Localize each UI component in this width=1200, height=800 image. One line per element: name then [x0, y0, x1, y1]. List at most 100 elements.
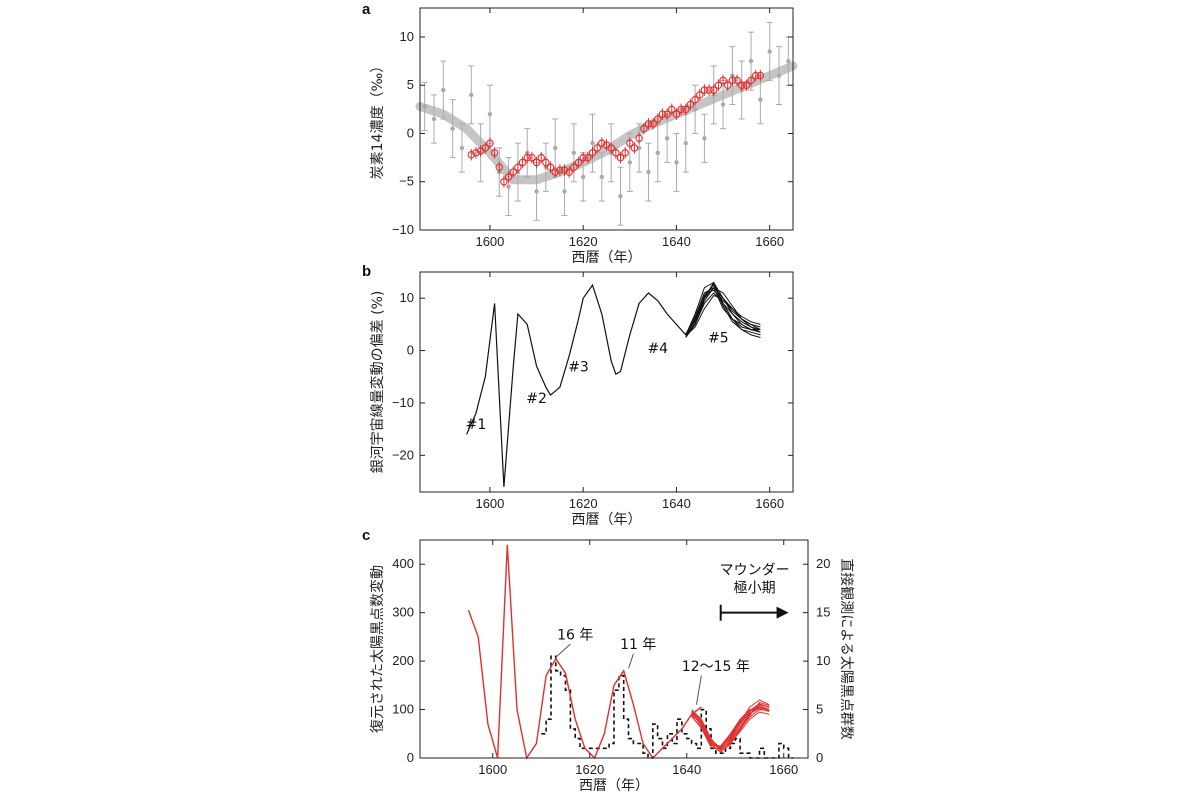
red-point [579, 153, 587, 162]
red-point [560, 166, 569, 174]
red-point [504, 173, 513, 181]
grey-point [469, 92, 474, 98]
ensemble-line [685, 289, 761, 336]
red-point [695, 91, 704, 99]
red-point [733, 76, 741, 85]
red-point [630, 144, 639, 152]
panel-b-lines [466, 281, 761, 487]
red-point [644, 120, 653, 128]
panel-b-annotations: #1 #2 #3 #4 #5 [466, 331, 729, 433]
grey-point [720, 102, 726, 107]
red-point [593, 144, 601, 152]
grey-point [674, 160, 679, 165]
grey-point [618, 194, 623, 199]
panel-c-ytick-label-right: 10 [816, 653, 830, 668]
panel-b-ylabel: 銀河宇宙線量変動の偏差 (%) [369, 291, 386, 474]
red-point [626, 139, 634, 147]
grey-point [786, 58, 791, 64]
red-point [700, 86, 709, 94]
panel-c-lines [467, 544, 794, 760]
red-point [495, 163, 504, 172]
panel-c-xtick-label: 1640 [672, 762, 701, 777]
panel-c-ytick-label: 200 [392, 653, 414, 668]
red-point [682, 105, 690, 114]
red-point [518, 158, 527, 167]
panel-c-xlabel: 西暦（年） [579, 778, 649, 794]
red-point [537, 153, 545, 162]
reconstructed-ensemble-line [691, 708, 770, 749]
grey-point [562, 189, 567, 194]
grey-point [580, 174, 586, 180]
maunder-label-line2: 極小期 [734, 581, 776, 597]
panel-b-y-ticks: −20 −10 0 10 [392, 290, 793, 462]
red-point [500, 177, 508, 186]
red-point [472, 149, 480, 157]
grey-point [422, 104, 427, 109]
panel-a-ytick-label: −5 [399, 174, 414, 189]
red-point [490, 149, 499, 157]
red-point [481, 144, 490, 152]
red-point [737, 81, 746, 89]
grey-point [627, 160, 633, 165]
red-point [570, 163, 578, 172]
reconstructed-ensemble-line [691, 707, 770, 747]
panel-c-ytick-label: 0 [407, 750, 414, 765]
red-point [728, 76, 737, 85]
panel-a-y-ticks: −10 −5 0 5 10 [392, 29, 793, 237]
red-point [686, 100, 695, 109]
grey-point [692, 107, 698, 112]
red-point [714, 81, 723, 89]
panel-a-ylabel: 炭素14濃度（‰） [370, 59, 386, 180]
grey-point [571, 150, 577, 155]
panel-c-frame [419, 539, 809, 759]
panel-c-ytick-label: 100 [392, 702, 414, 717]
grey-point [748, 58, 754, 64]
period-label: 16 年 [557, 627, 593, 643]
panel-c-annotations: 16 年 11 年 12〜15 年 [555, 627, 750, 705]
panel-c-ytick-label-right: 5 [816, 702, 823, 717]
red-point [612, 149, 620, 157]
grey-point [767, 49, 772, 54]
red-point [588, 149, 597, 157]
red-point [546, 163, 555, 172]
panel-b-frame [419, 271, 794, 493]
grey-point [702, 136, 707, 141]
red-point [640, 124, 648, 133]
panel-a-red-points [467, 69, 765, 188]
grey-point [646, 169, 651, 175]
red-point [607, 144, 615, 152]
red-point [551, 168, 559, 176]
ensemble-line [685, 287, 761, 337]
red-point [621, 149, 629, 157]
grey-point [683, 140, 688, 146]
red-point [663, 110, 671, 118]
panel-a-xlabel: 西暦（年） [572, 250, 642, 266]
grey-point [590, 140, 595, 146]
panel-a-frame [419, 7, 794, 231]
panel-c-ytick-label-right: 20 [816, 556, 830, 571]
panel-b-xtick-label: 1600 [475, 496, 504, 511]
red-point [528, 153, 536, 162]
red-point [532, 158, 541, 167]
panel-a-xtick-label: 1620 [569, 234, 598, 249]
red-point [705, 86, 713, 94]
reconstructed-ensemble-line [691, 703, 770, 750]
cycle-label: #3 [568, 360, 589, 376]
cycle-label: #5 [708, 331, 729, 347]
panel-c-ytick-label-right: 0 [816, 750, 823, 765]
panel-a-ytick-label: 5 [407, 77, 414, 92]
panel-a-xtick-label: 1660 [755, 234, 784, 249]
red-point [691, 95, 699, 104]
grey-point [506, 184, 511, 189]
panel-a-xtick-label: 1640 [662, 234, 691, 249]
panel-c-xtick-label: 1620 [575, 762, 604, 777]
red-point [649, 120, 657, 128]
red-point [574, 158, 583, 167]
grey-point [450, 126, 455, 131]
period-label: 12〜15 年 [682, 659, 750, 675]
red-point [486, 139, 494, 147]
red-point [598, 139, 606, 147]
panel-a-xtick-label: 1600 [475, 234, 504, 249]
red-point [747, 76, 755, 85]
maunder-arrow-head [776, 606, 789, 619]
